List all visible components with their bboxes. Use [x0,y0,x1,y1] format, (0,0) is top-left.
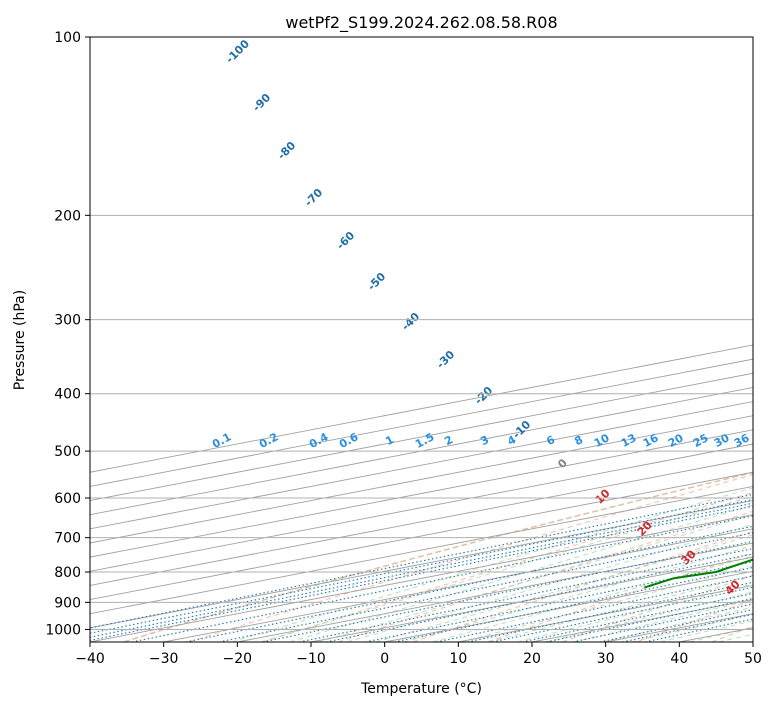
mixing-ratio-label: 13 [619,431,639,450]
moist-adiabat [346,523,753,642]
dry-adiabat [562,574,753,642]
mixing-ratio-line [599,608,753,642]
dry-adiabat [487,552,753,642]
mixing-ratio-label: 36 [732,431,752,450]
isotherm [90,443,753,572]
mixing-ratio-line [131,515,753,642]
y-tick-label: 900 [54,595,81,611]
mixing-ratio-line [218,532,753,642]
x-tick-label: −20 [223,651,253,667]
y-tick-label: 800 [54,565,81,581]
y-tick-label: 700 [54,531,81,547]
x-tick-label: 20 [523,651,541,667]
isotherm [90,429,753,558]
isotherm [90,500,753,629]
background-lines [90,344,753,642]
plot-frame [89,36,754,643]
x-axis-label: Temperature (°C) [360,681,482,697]
x-tick-label: −30 [149,651,179,667]
isotherm [90,457,753,586]
y-tick-label: 500 [54,444,81,460]
x-tick-label: −40 [75,651,105,667]
isotherm [163,528,753,642]
isotherm [90,514,753,642]
dry-adiabat [188,473,753,642]
moist-adiabat [488,574,753,642]
y-tick-label: 600 [54,491,81,507]
y-tick-label: 300 [54,313,81,329]
y-tick-label: 400 [54,387,81,403]
x-tick-label: −10 [296,651,326,667]
reference-curve [123,471,753,642]
moist-adiabat [431,555,753,642]
x-tick-label: 50 [744,651,762,667]
mixing-ratio-line [622,613,753,642]
y-axis-ticks: 100 200 300 400 500 600 700 800 900 1000 [45,30,90,638]
mixing-ratio-label: 20 [666,431,686,450]
y-tick-label: 1000 [45,622,81,638]
x-tick-label: 10 [449,651,467,667]
x-axis-ticks: −40 −30 −20 −10 0 10 20 30 40 50 [75,642,762,667]
mixing-ratio-label: 25 [691,431,711,450]
x-tick-label: 40 [670,651,688,667]
moist-adiabat [403,544,753,642]
x-tick-label: 0 [380,651,389,667]
y-tick-label: 100 [54,30,81,46]
x-tick-label: 30 [597,651,615,667]
pressure-gridlines [90,36,753,630]
isotherm [90,415,753,544]
mixing-ratio-label: 16 [641,431,661,450]
y-axis-label: Pressure (hPa) [12,290,28,390]
y-tick-label: 200 [54,208,81,224]
mixing-ratio-line [325,553,753,642]
mixing-ratio-line [185,525,753,642]
isotherm [90,471,753,601]
mixing-ratio-label: 10 [592,431,612,450]
mixing-ratio-line [299,548,753,642]
moist-adiabat [318,513,753,642]
dry-adiabat [263,491,753,642]
mixing-ratio-label: 30 [712,431,732,450]
isotherm [90,485,753,615]
mixing-ratio-line [262,540,753,642]
chart-title: wetPf2_S199.2024.262.08.58.R08 [285,13,557,33]
